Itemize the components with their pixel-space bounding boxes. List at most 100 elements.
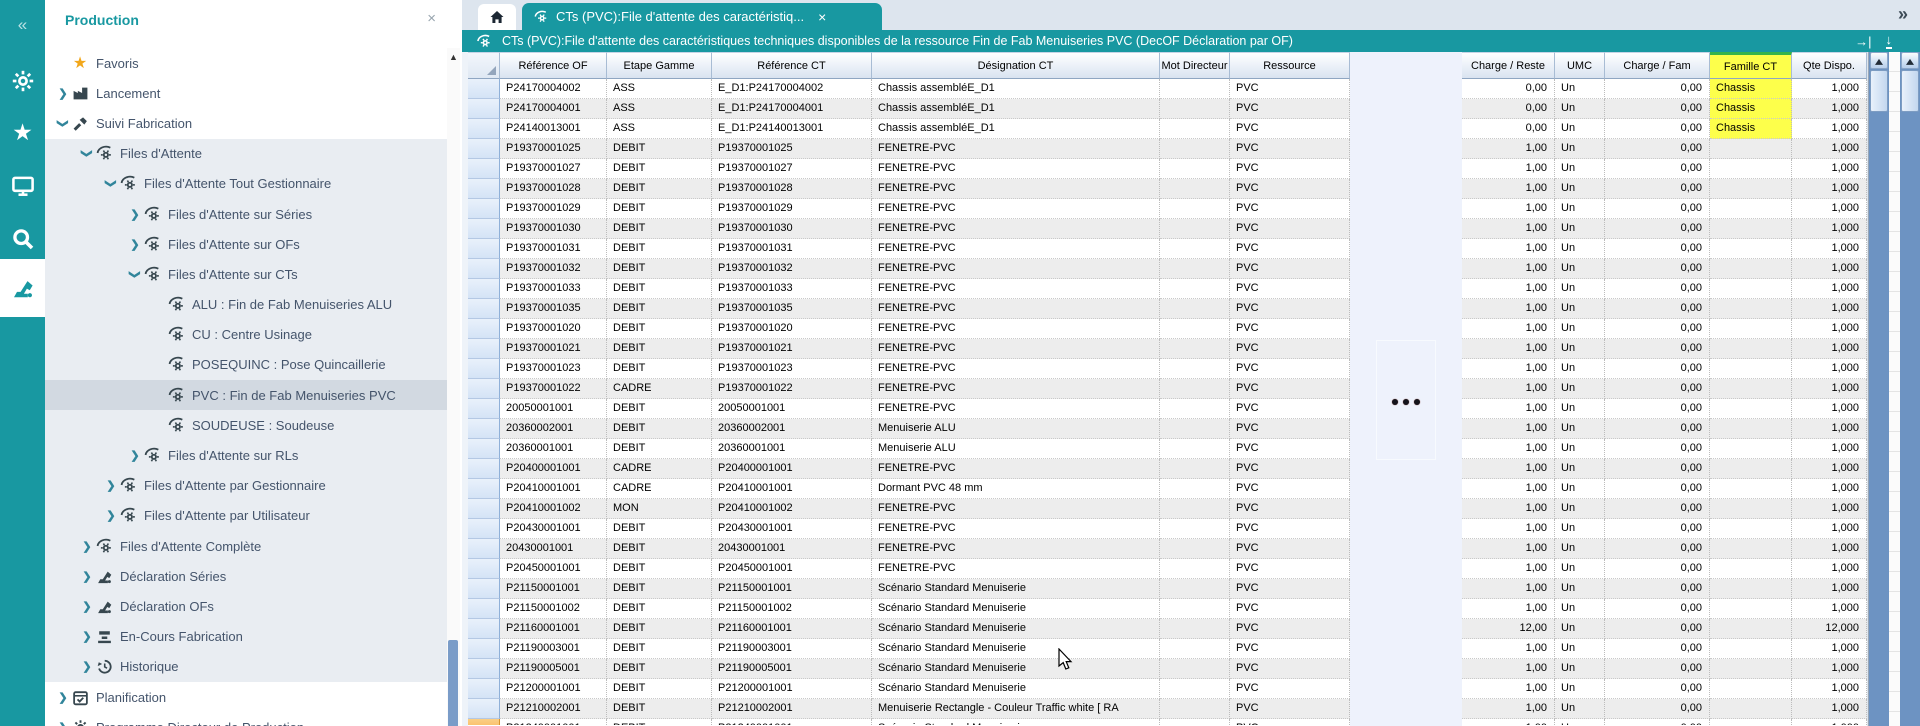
cell[interactable]: PVC: [1230, 639, 1350, 659]
cell[interactable]: PVC: [1230, 479, 1350, 499]
cell[interactable]: 0,00: [1605, 319, 1710, 339]
cell[interactable]: 20360001001: [500, 439, 607, 459]
cell[interactable]: PVC: [1230, 199, 1350, 219]
cell[interactable]: P19370001020: [712, 319, 872, 339]
cell[interactable]: [1710, 719, 1792, 725]
cell[interactable]: 20430001001: [712, 539, 872, 559]
table-row[interactable]: 20360002001 DEBIT 20360002001 Menuiserie AL…: [468, 419, 1867, 439]
cell[interactable]: 0,00: [1605, 99, 1710, 119]
cell[interactable]: [1160, 559, 1230, 579]
cell[interactable]: P24170004002: [500, 79, 607, 99]
pin-to-end-icon[interactable]: →|: [1855, 33, 1872, 49]
cell[interactable]: 0,00: [1605, 619, 1710, 639]
tree-item-pvc-fin-de-fab-menuiseries-pvc[interactable]: PVC : Fin de Fab Menuiseries PVC: [45, 380, 447, 411]
cell[interactable]: Un: [1555, 379, 1605, 399]
cell[interactable]: [1710, 579, 1792, 599]
cell[interactable]: FENETRE-PVC: [872, 239, 1160, 259]
cell[interactable]: 1,00: [1462, 659, 1555, 679]
cell[interactable]: 1,000: [1792, 479, 1867, 499]
cell[interactable]: DEBIT: [607, 359, 712, 379]
cell[interactable]: 1,000: [1792, 239, 1867, 259]
cell[interactable]: DEBIT: [607, 599, 712, 619]
cell[interactable]: 0,00: [1605, 519, 1710, 539]
cell[interactable]: [1160, 319, 1230, 339]
cell[interactable]: 0,00: [1605, 479, 1710, 499]
tree-item-en-cours-fabrication[interactable]: ❯ En-Cours Fabrication: [45, 621, 447, 652]
cell[interactable]: PVC: [1230, 499, 1350, 519]
table-row[interactable]: P21210002001 DEBIT P21210002001 Menuiserie …: [468, 699, 1867, 719]
cell[interactable]: DEBIT: [607, 239, 712, 259]
cell[interactable]: P19370001030: [712, 219, 872, 239]
cell[interactable]: [1160, 199, 1230, 219]
cell[interactable]: 1,00: [1462, 239, 1555, 259]
cell[interactable]: P20410001001: [712, 479, 872, 499]
cell[interactable]: PVC: [1230, 259, 1350, 279]
cell[interactable]: PVC: [1230, 159, 1350, 179]
cell[interactable]: PVC: [1230, 659, 1350, 679]
tree-item-files-d-attente-par-gestionnaire[interactable]: ❯ Files d'Attente par Gestionnaire: [45, 470, 447, 501]
cell[interactable]: Un: [1555, 599, 1605, 619]
cell[interactable]: 1,00: [1462, 179, 1555, 199]
grid-scrollbar-thumb[interactable]: [1870, 70, 1888, 112]
cell[interactable]: Un: [1555, 719, 1605, 725]
cell[interactable]: P20410001001: [500, 479, 607, 499]
table-row[interactable]: P19370001035 DEBIT P19370001035 FENETRE-PVC…: [468, 299, 1867, 319]
chevron-right-icon[interactable]: ❯: [82, 600, 92, 613]
cell[interactable]: P20430001001: [500, 519, 607, 539]
cell[interactable]: 0,00: [1605, 579, 1710, 599]
cell[interactable]: P21190003001: [712, 639, 872, 659]
cell[interactable]: DEBIT: [607, 619, 712, 639]
cell[interactable]: Un: [1555, 699, 1605, 719]
cell[interactable]: [1710, 699, 1792, 719]
chevron-right-icon[interactable]: ❯: [130, 450, 140, 463]
table-row[interactable]: 20050001001 DEBIT 20050001001 FENETRE-PVC PV…: [468, 399, 1867, 419]
cell[interactable]: P19370001031: [500, 239, 607, 259]
row-selector[interactable]: [468, 139, 500, 159]
cell[interactable]: 0,00: [1605, 159, 1710, 179]
cell[interactable]: P19370001032: [500, 259, 607, 279]
cell[interactable]: [1160, 699, 1230, 719]
cell[interactable]: P19370001030: [500, 219, 607, 239]
row-selector[interactable]: [468, 439, 500, 459]
cell[interactable]: P19370001027: [500, 159, 607, 179]
row-selector[interactable]: [468, 619, 500, 639]
cell[interactable]: 20050001001: [500, 399, 607, 419]
cell[interactable]: 0,00: [1605, 439, 1710, 459]
cell[interactable]: [1160, 459, 1230, 479]
cell[interactable]: 1,000: [1792, 179, 1867, 199]
cell[interactable]: P21190003001: [500, 639, 607, 659]
cell[interactable]: 1,00: [1462, 459, 1555, 479]
cell[interactable]: Scénario Standard Menuiserie: [872, 659, 1160, 679]
monitor-icon[interactable]: [0, 163, 45, 208]
cell[interactable]: FENETRE-PVC: [872, 339, 1160, 359]
cell[interactable]: [1710, 679, 1792, 699]
cell[interactable]: [1160, 379, 1230, 399]
cell[interactable]: DEBIT: [607, 579, 712, 599]
cell[interactable]: PVC: [1230, 179, 1350, 199]
cell[interactable]: 20430001001: [500, 539, 607, 559]
cell[interactable]: 1,00: [1462, 639, 1555, 659]
cell[interactable]: PVC: [1230, 319, 1350, 339]
cell[interactable]: Un: [1555, 639, 1605, 659]
cell[interactable]: FENETRE-PVC: [872, 359, 1160, 379]
table-row[interactable]: P21200001001 DEBIT P21200001001 Scénario St…: [468, 679, 1867, 699]
row-selector[interactable]: [468, 519, 500, 539]
tab-home[interactable]: [478, 4, 516, 30]
cell[interactable]: [1160, 419, 1230, 439]
table-row[interactable]: P24170004001 ASS E_D1:P24170004001 Chassis …: [468, 99, 1867, 119]
table-row[interactable]: P19370001031 DEBIT P19370001031 FENETRE-PVC…: [468, 239, 1867, 259]
cell[interactable]: PVC: [1230, 119, 1350, 139]
cell[interactable]: [1160, 579, 1230, 599]
grid-vertical-scrollbar[interactable]: [1868, 52, 1889, 726]
row-selector[interactable]: [468, 719, 500, 725]
cell[interactable]: Un: [1555, 159, 1605, 179]
cell[interactable]: [1160, 239, 1230, 259]
row-selector[interactable]: [468, 79, 500, 99]
tree-item-files-d-attente-compl-te[interactable]: ❯ Files d'Attente Complète: [45, 531, 447, 562]
cell[interactable]: Un: [1555, 279, 1605, 299]
cell[interactable]: 0,00: [1462, 119, 1555, 139]
cell[interactable]: P19370001033: [712, 279, 872, 299]
cell[interactable]: [1710, 619, 1792, 639]
cell[interactable]: Scénario Standard Menuiserie: [872, 679, 1160, 699]
cell[interactable]: 0,00: [1605, 539, 1710, 559]
